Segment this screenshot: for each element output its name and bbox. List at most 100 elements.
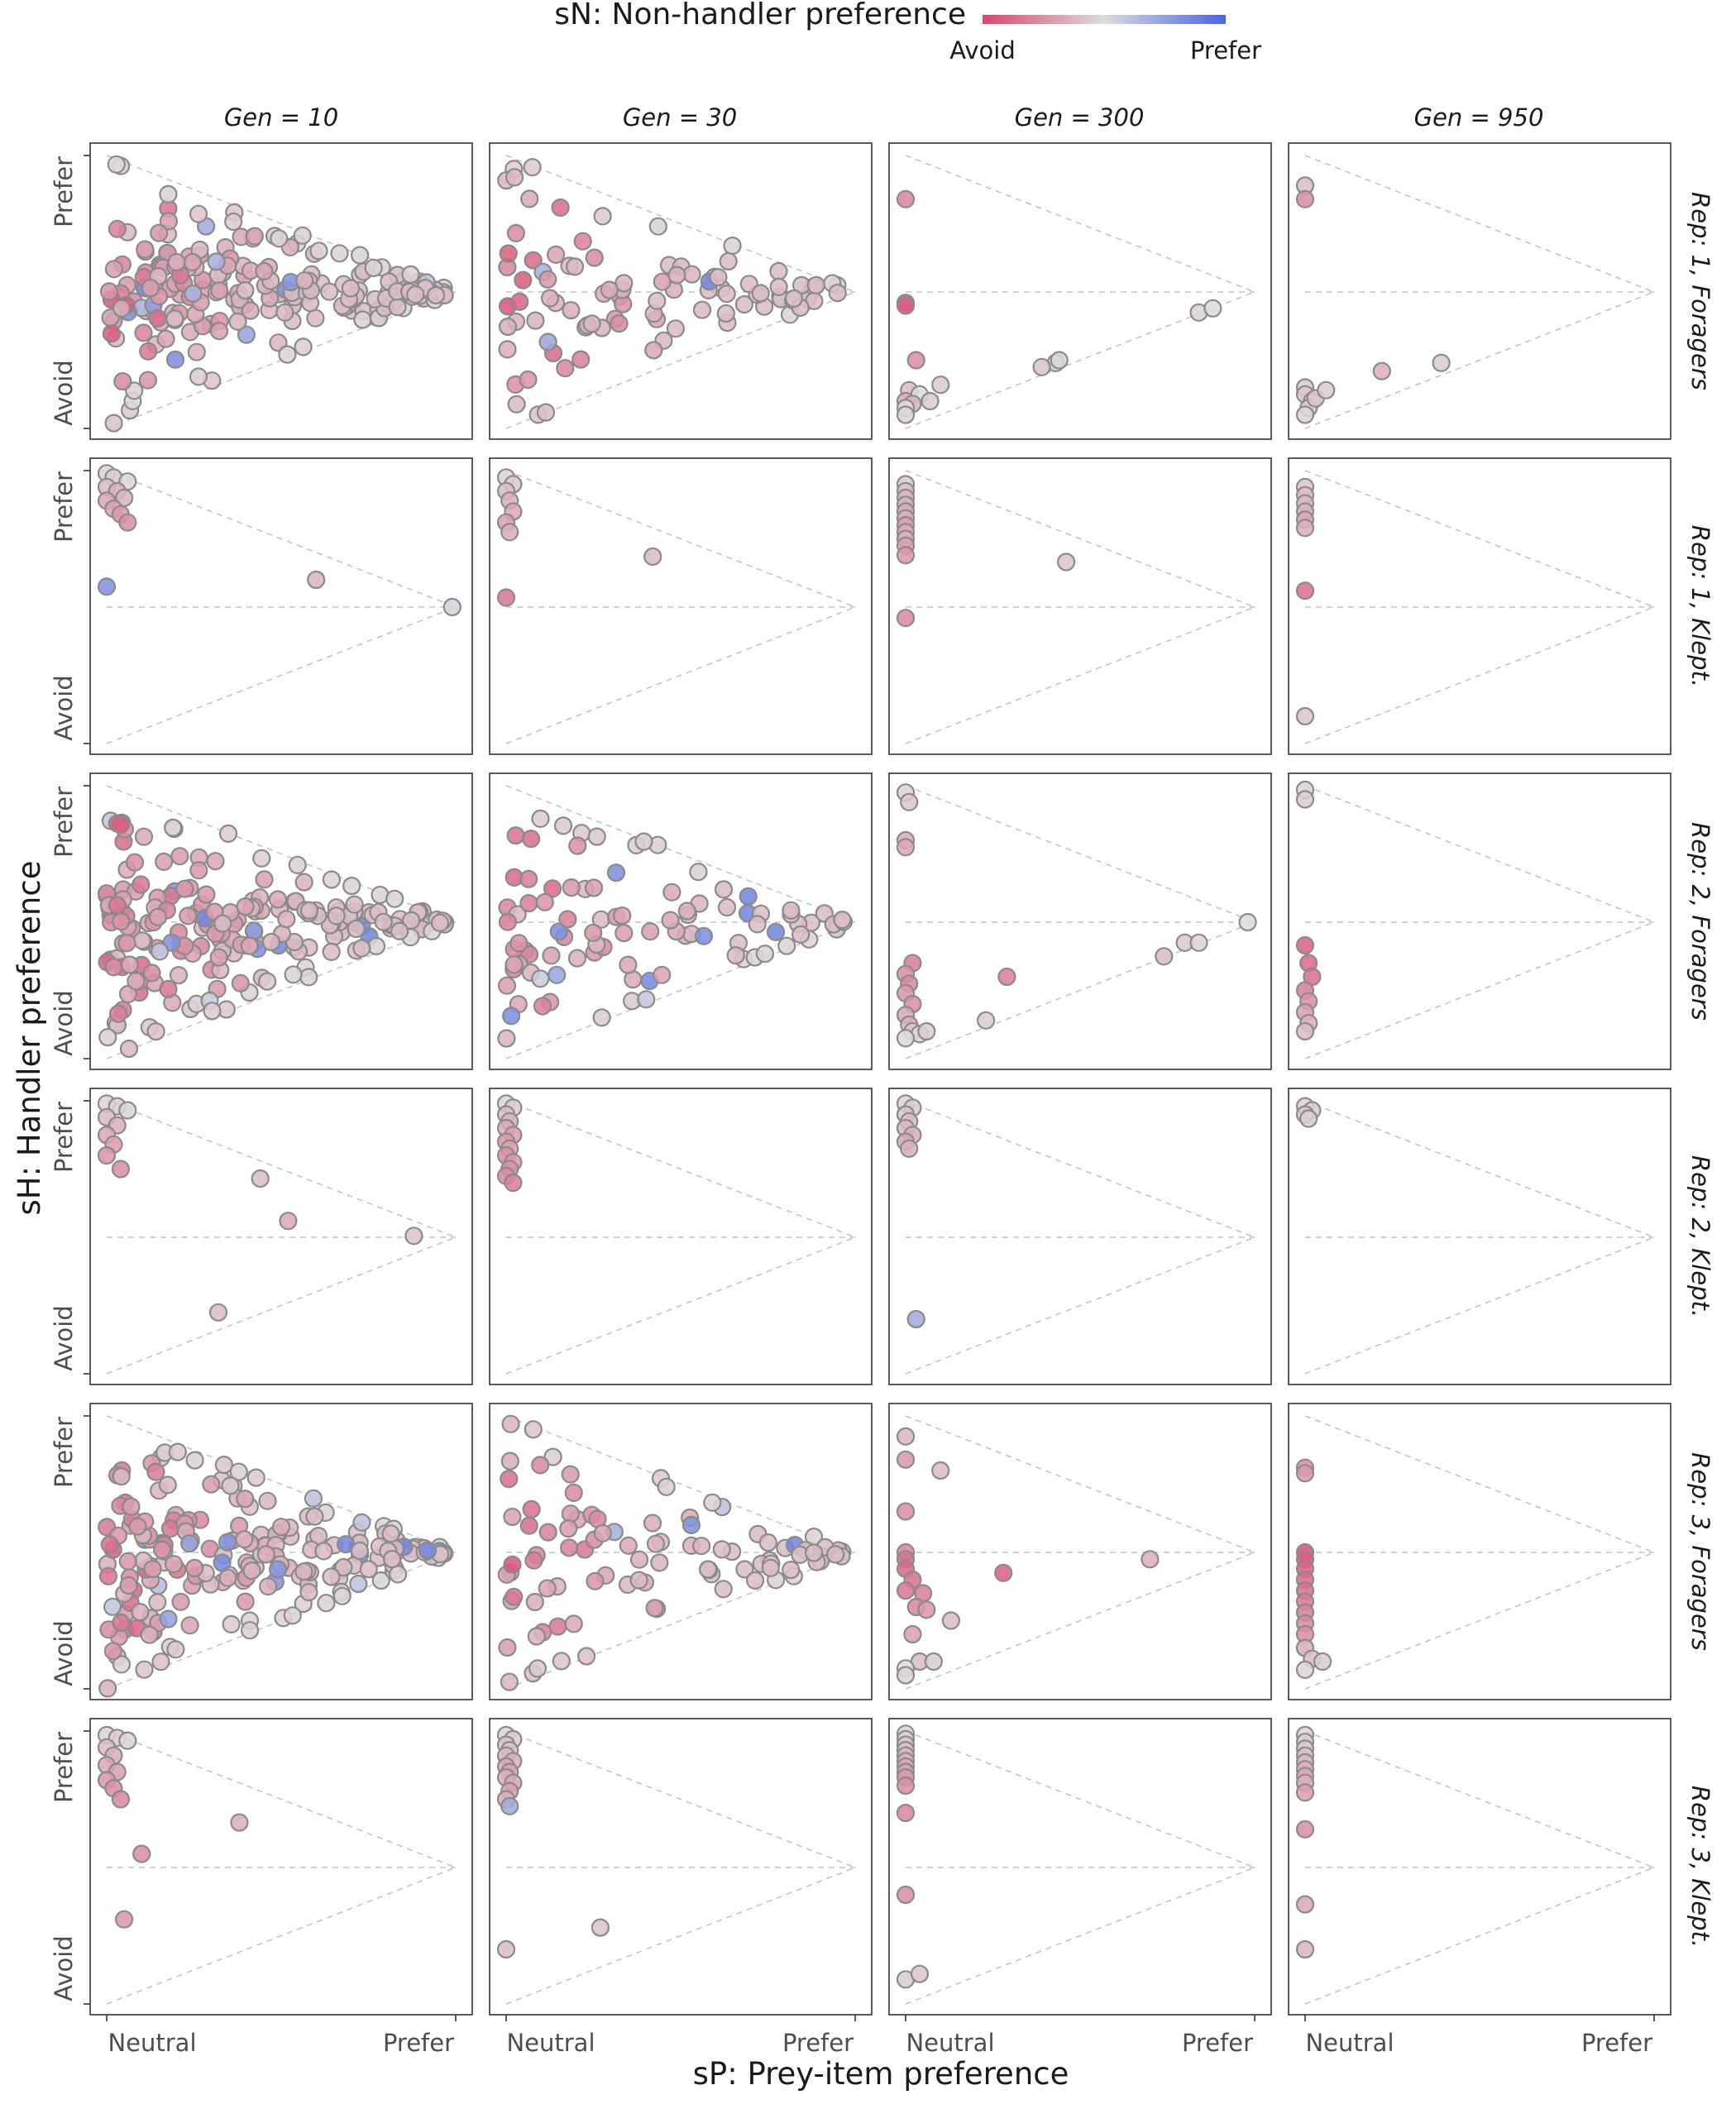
data-point — [786, 290, 802, 307]
panel-r2-c4 — [1289, 458, 1671, 754]
data-point — [237, 282, 253, 299]
panel-background — [889, 1088, 1271, 1384]
data-point — [112, 1791, 129, 1808]
data-point — [719, 285, 735, 302]
data-point — [150, 909, 166, 925]
data-point — [757, 945, 773, 962]
strip-column-1: Gen = 10 — [224, 103, 338, 132]
y-tick-avoid-row-2: Avoid — [50, 675, 78, 741]
data-point — [715, 881, 732, 897]
data-point — [140, 372, 156, 389]
data-point — [719, 899, 735, 916]
data-point — [315, 1542, 332, 1559]
data-point — [908, 1311, 925, 1327]
legend: sN: Non-handler preference Avoid Prefer — [554, 0, 1261, 65]
data-point — [181, 1535, 198, 1552]
data-point — [510, 935, 527, 951]
y-ticks: Prefer Avoid Prefer Avoid Prefer Avoid P… — [50, 156, 78, 2001]
data-point — [301, 902, 318, 919]
data-point — [109, 897, 126, 914]
data-point — [500, 341, 516, 357]
panel-background — [90, 1719, 472, 2015]
data-point — [1297, 519, 1313, 536]
data-point — [165, 820, 181, 836]
data-point — [679, 903, 696, 920]
data-point — [1297, 1465, 1313, 1481]
panel-r4-c2 — [490, 1088, 872, 1384]
x-tick-neutral-col-4: Neutral — [1305, 2029, 1394, 2057]
data-point — [690, 863, 706, 880]
panel-r4-c1 — [84, 1088, 472, 1384]
data-point — [662, 912, 679, 929]
data-point — [361, 1561, 377, 1577]
data-point — [778, 938, 795, 954]
data-point — [419, 1542, 436, 1559]
data-point — [897, 191, 914, 208]
data-point — [525, 1421, 542, 1437]
data-point — [528, 1628, 545, 1645]
data-point — [897, 407, 914, 423]
data-point — [715, 1581, 732, 1597]
data-point — [214, 1555, 231, 1571]
data-point — [260, 1578, 276, 1595]
data-point — [667, 320, 684, 337]
data-point — [1141, 1551, 1158, 1567]
data-point — [897, 1504, 914, 1520]
data-point — [348, 921, 365, 937]
data-point — [498, 1941, 514, 1958]
data-point — [123, 1499, 140, 1515]
data-point — [186, 1560, 203, 1576]
strip-row-2: Rep: 1, Klept. — [1686, 525, 1714, 687]
data-point — [390, 1566, 406, 1582]
y-tick-prefer-row-3: Prefer — [50, 787, 78, 858]
y-tick-avoid-row-3: Avoid — [50, 990, 78, 1056]
data-point — [594, 1009, 610, 1026]
data-point — [792, 926, 809, 943]
data-point — [782, 902, 799, 919]
data-point — [252, 1170, 269, 1187]
data-point — [236, 1531, 252, 1547]
data-point — [525, 1552, 542, 1569]
data-point — [160, 186, 176, 203]
data-point — [237, 1490, 253, 1507]
legend-title: sN: Non-handler preference — [554, 0, 966, 31]
data-point — [256, 871, 273, 887]
data-point — [295, 1563, 312, 1580]
data-point — [403, 266, 419, 283]
data-point — [132, 1604, 148, 1620]
data-point — [648, 293, 665, 309]
panel-background — [889, 458, 1271, 754]
data-point — [1204, 300, 1221, 317]
data-point — [647, 1600, 663, 1616]
strip-column-3: Gen = 300 — [1015, 103, 1145, 132]
data-point — [136, 242, 153, 258]
data-point — [141, 1627, 158, 1643]
panel-background — [1289, 1719, 1671, 2015]
data-point — [104, 1599, 121, 1615]
data-point — [897, 1777, 914, 1794]
data-point — [300, 968, 317, 985]
data-point — [323, 872, 340, 888]
data-point — [352, 1542, 368, 1559]
data-point — [132, 877, 149, 893]
panel-background — [889, 1719, 1271, 2015]
data-point — [1300, 1111, 1317, 1127]
data-point — [1297, 937, 1313, 954]
data-point — [219, 1570, 236, 1586]
data-point — [527, 313, 543, 329]
panel-r6-c2 — [490, 1719, 872, 2021]
panel-background — [490, 1719, 872, 2015]
data-point — [173, 1594, 189, 1610]
data-point — [668, 267, 685, 284]
strip-row-4: Rep: 2, Klept. — [1686, 1155, 1714, 1318]
data-point — [500, 1471, 517, 1487]
data-point — [223, 1616, 240, 1633]
data-point — [918, 1601, 935, 1618]
data-point — [704, 1494, 720, 1511]
data-point — [219, 1534, 236, 1551]
data-point — [918, 1023, 935, 1040]
data-point — [608, 864, 624, 881]
panel-r1-c3 — [889, 143, 1271, 439]
data-point — [166, 310, 183, 327]
panel-r1-c1 — [84, 143, 472, 439]
